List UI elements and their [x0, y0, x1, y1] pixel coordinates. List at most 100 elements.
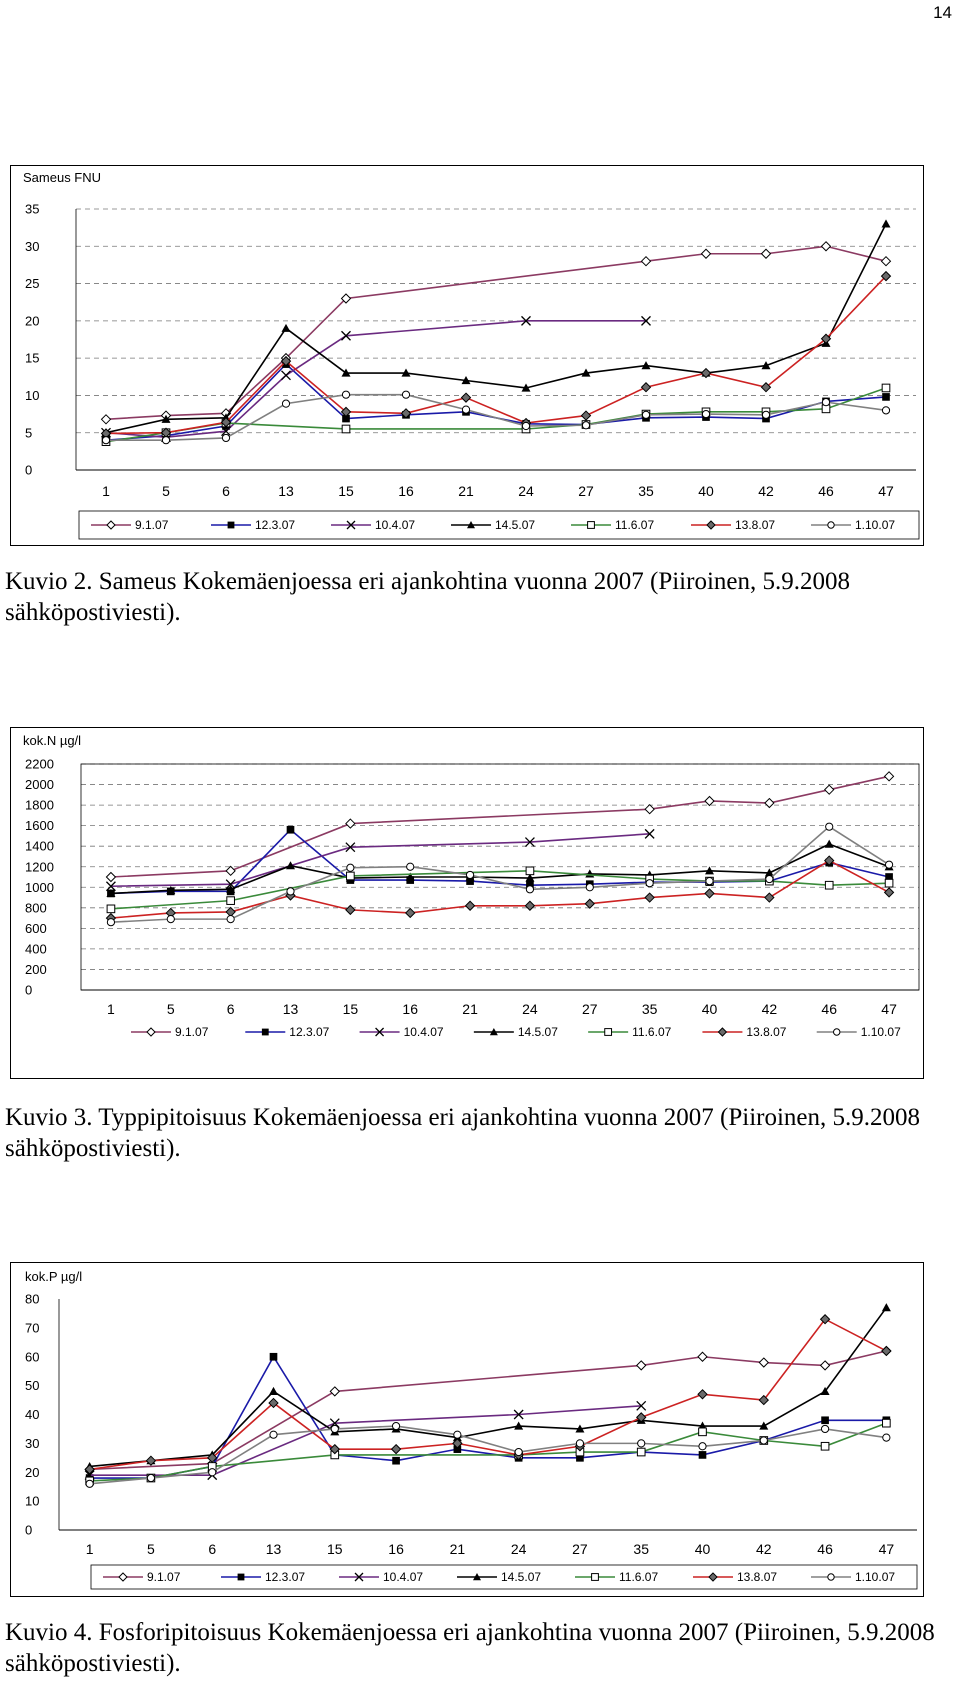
series-13.8.07 [84, 1314, 892, 1475]
y-tick-label: 200 [25, 962, 47, 977]
data-point [226, 896, 235, 905]
data-point [644, 892, 655, 903]
data-point [466, 877, 474, 885]
data-point [880, 270, 892, 282]
data-point [281, 323, 291, 332]
y-tick-label: 10 [25, 1494, 39, 1509]
y-tick-label: 1400 [25, 839, 54, 854]
legend-item-11.6.07: 11.6.07 [575, 1570, 658, 1584]
x-tick-label: 35 [638, 483, 654, 499]
data-point [764, 868, 774, 877]
legend-marker [827, 1573, 835, 1581]
series-line [105, 275, 887, 435]
data-point [345, 818, 356, 829]
data-point [581, 421, 591, 430]
x-tick-label: 47 [881, 1001, 897, 1017]
legend-label: 13.8.07 [746, 1025, 786, 1039]
data-point [884, 878, 894, 888]
legend-marker [587, 521, 595, 529]
series-10.4.07 [105, 828, 655, 892]
series-line [110, 859, 890, 919]
legend-label: 10.4.07 [375, 518, 415, 532]
nitrogen-chart-svg: kok.N µg/l 0 200 400 600 800 1000 1200 1400 1600 1… [23, 733, 920, 1039]
data-point [345, 904, 356, 916]
legend-marker [706, 520, 716, 530]
data-point [221, 433, 231, 443]
data-point [269, 1430, 278, 1439]
x-tick-label: 46 [817, 1541, 833, 1557]
data-point [820, 1386, 830, 1395]
x-tick-label: 24 [518, 483, 534, 499]
legend-marker [827, 521, 835, 529]
series-9.1.07 [100, 241, 892, 425]
data-point [330, 1424, 339, 1434]
data-point [819, 1314, 831, 1325]
data-point [521, 315, 531, 326]
data-point [341, 424, 351, 434]
data-point [513, 1409, 524, 1420]
y-tick-label: 20 [25, 1465, 39, 1480]
data-point [881, 1345, 892, 1357]
x-tick-label: 27 [582, 1001, 598, 1017]
data-point [881, 383, 891, 393]
data-point [761, 361, 771, 370]
series-line [89, 1350, 887, 1471]
legend-label: 14.5.07 [518, 1025, 558, 1039]
legend-label: 13.8.07 [735, 518, 775, 532]
data-point [286, 861, 295, 870]
data-point [340, 406, 352, 418]
y-tick-label: 2200 [25, 757, 54, 772]
x-tick-label: 40 [695, 1541, 711, 1557]
y-tick-label: 10 [25, 388, 39, 403]
legend-marker [708, 1572, 718, 1582]
data-point [881, 406, 891, 415]
data-point [645, 879, 654, 888]
series-1.10.07 [106, 822, 894, 927]
data-point [406, 862, 415, 871]
legend-marker [467, 521, 475, 529]
data-point [759, 1436, 768, 1445]
legend-marker [146, 1027, 156, 1037]
legend-marker [227, 521, 235, 529]
series-1.10.07 [101, 390, 891, 445]
data-point [525, 885, 535, 894]
data-point [820, 333, 832, 344]
x-tick-label: 40 [702, 1001, 718, 1017]
data-point [453, 1430, 462, 1439]
y-tick-label: 35 [25, 202, 39, 217]
data-point [575, 1439, 585, 1448]
data-point [526, 881, 534, 890]
legend: 9.1.07 12.3.07 10.4.07 14.5.07 11.6.07 13.8.0… [131, 1025, 901, 1039]
data-point [161, 414, 171, 423]
data-point [281, 399, 291, 408]
data-point [883, 771, 895, 782]
data-point [820, 1424, 830, 1434]
data-point [884, 860, 894, 869]
x-tick-label: 5 [147, 1541, 155, 1557]
x-tick-label: 1 [102, 483, 110, 499]
y-tick-label: 800 [25, 900, 47, 915]
series-line [110, 843, 890, 895]
data-point [641, 361, 651, 370]
x-tick-label: 42 [762, 1001, 778, 1017]
y-tick-label: 1800 [25, 798, 54, 813]
data-point [701, 409, 711, 419]
y-tick-label: 400 [25, 941, 47, 956]
data-point [524, 900, 536, 911]
data-point [405, 872, 415, 881]
data-point [269, 1352, 278, 1361]
legend-marker [604, 1028, 613, 1036]
x-tick-label: 21 [458, 483, 474, 499]
data-point [764, 892, 775, 903]
data-point [765, 874, 774, 884]
series-12.3.07 [107, 825, 893, 898]
legend-marker [237, 1573, 245, 1581]
data-point [820, 241, 832, 252]
page-number: 14 [933, 3, 952, 22]
legend-label: 14.5.07 [501, 1570, 541, 1584]
data-point [345, 842, 356, 853]
data-point [280, 355, 292, 367]
data-point [226, 884, 236, 893]
legend-marker [375, 1027, 385, 1037]
